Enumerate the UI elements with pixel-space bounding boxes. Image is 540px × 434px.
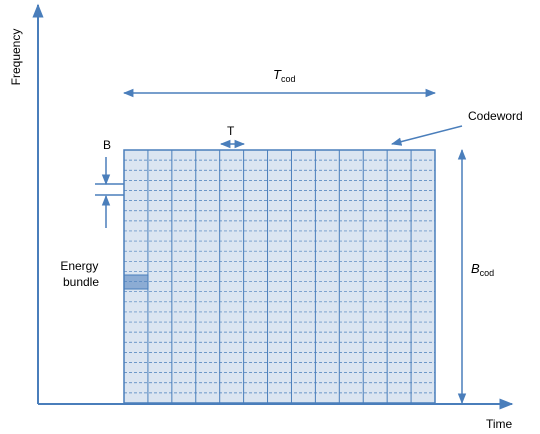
t-cod-sub: cod — [281, 74, 296, 84]
t-label: T — [227, 124, 235, 138]
codeword-pointer-arrow — [390, 125, 463, 146]
energy-bundle-cell — [123, 274, 149, 290]
energy-bundle-line1: Energy — [60, 259, 98, 273]
y-axis-label: Frequency — [9, 29, 23, 86]
codeword-block — [123, 149, 436, 404]
b-cod-label: Bcod — [471, 261, 494, 278]
b-cod-main: B — [471, 261, 480, 276]
energy-bundle-line2: bundle — [63, 275, 99, 289]
t-cod-label: Tcod — [273, 67, 295, 84]
energy-bundle-label: Energy bundle — [60, 259, 101, 289]
grid-lines — [124, 150, 435, 403]
b-label: B — [103, 138, 111, 152]
t-cod-main: T — [273, 67, 282, 82]
codeword-grid — [123, 149, 436, 404]
b-cod-sub: cod — [480, 268, 495, 278]
x-axis-label: Time — [486, 417, 513, 431]
codeword-label: Codeword — [468, 109, 523, 123]
